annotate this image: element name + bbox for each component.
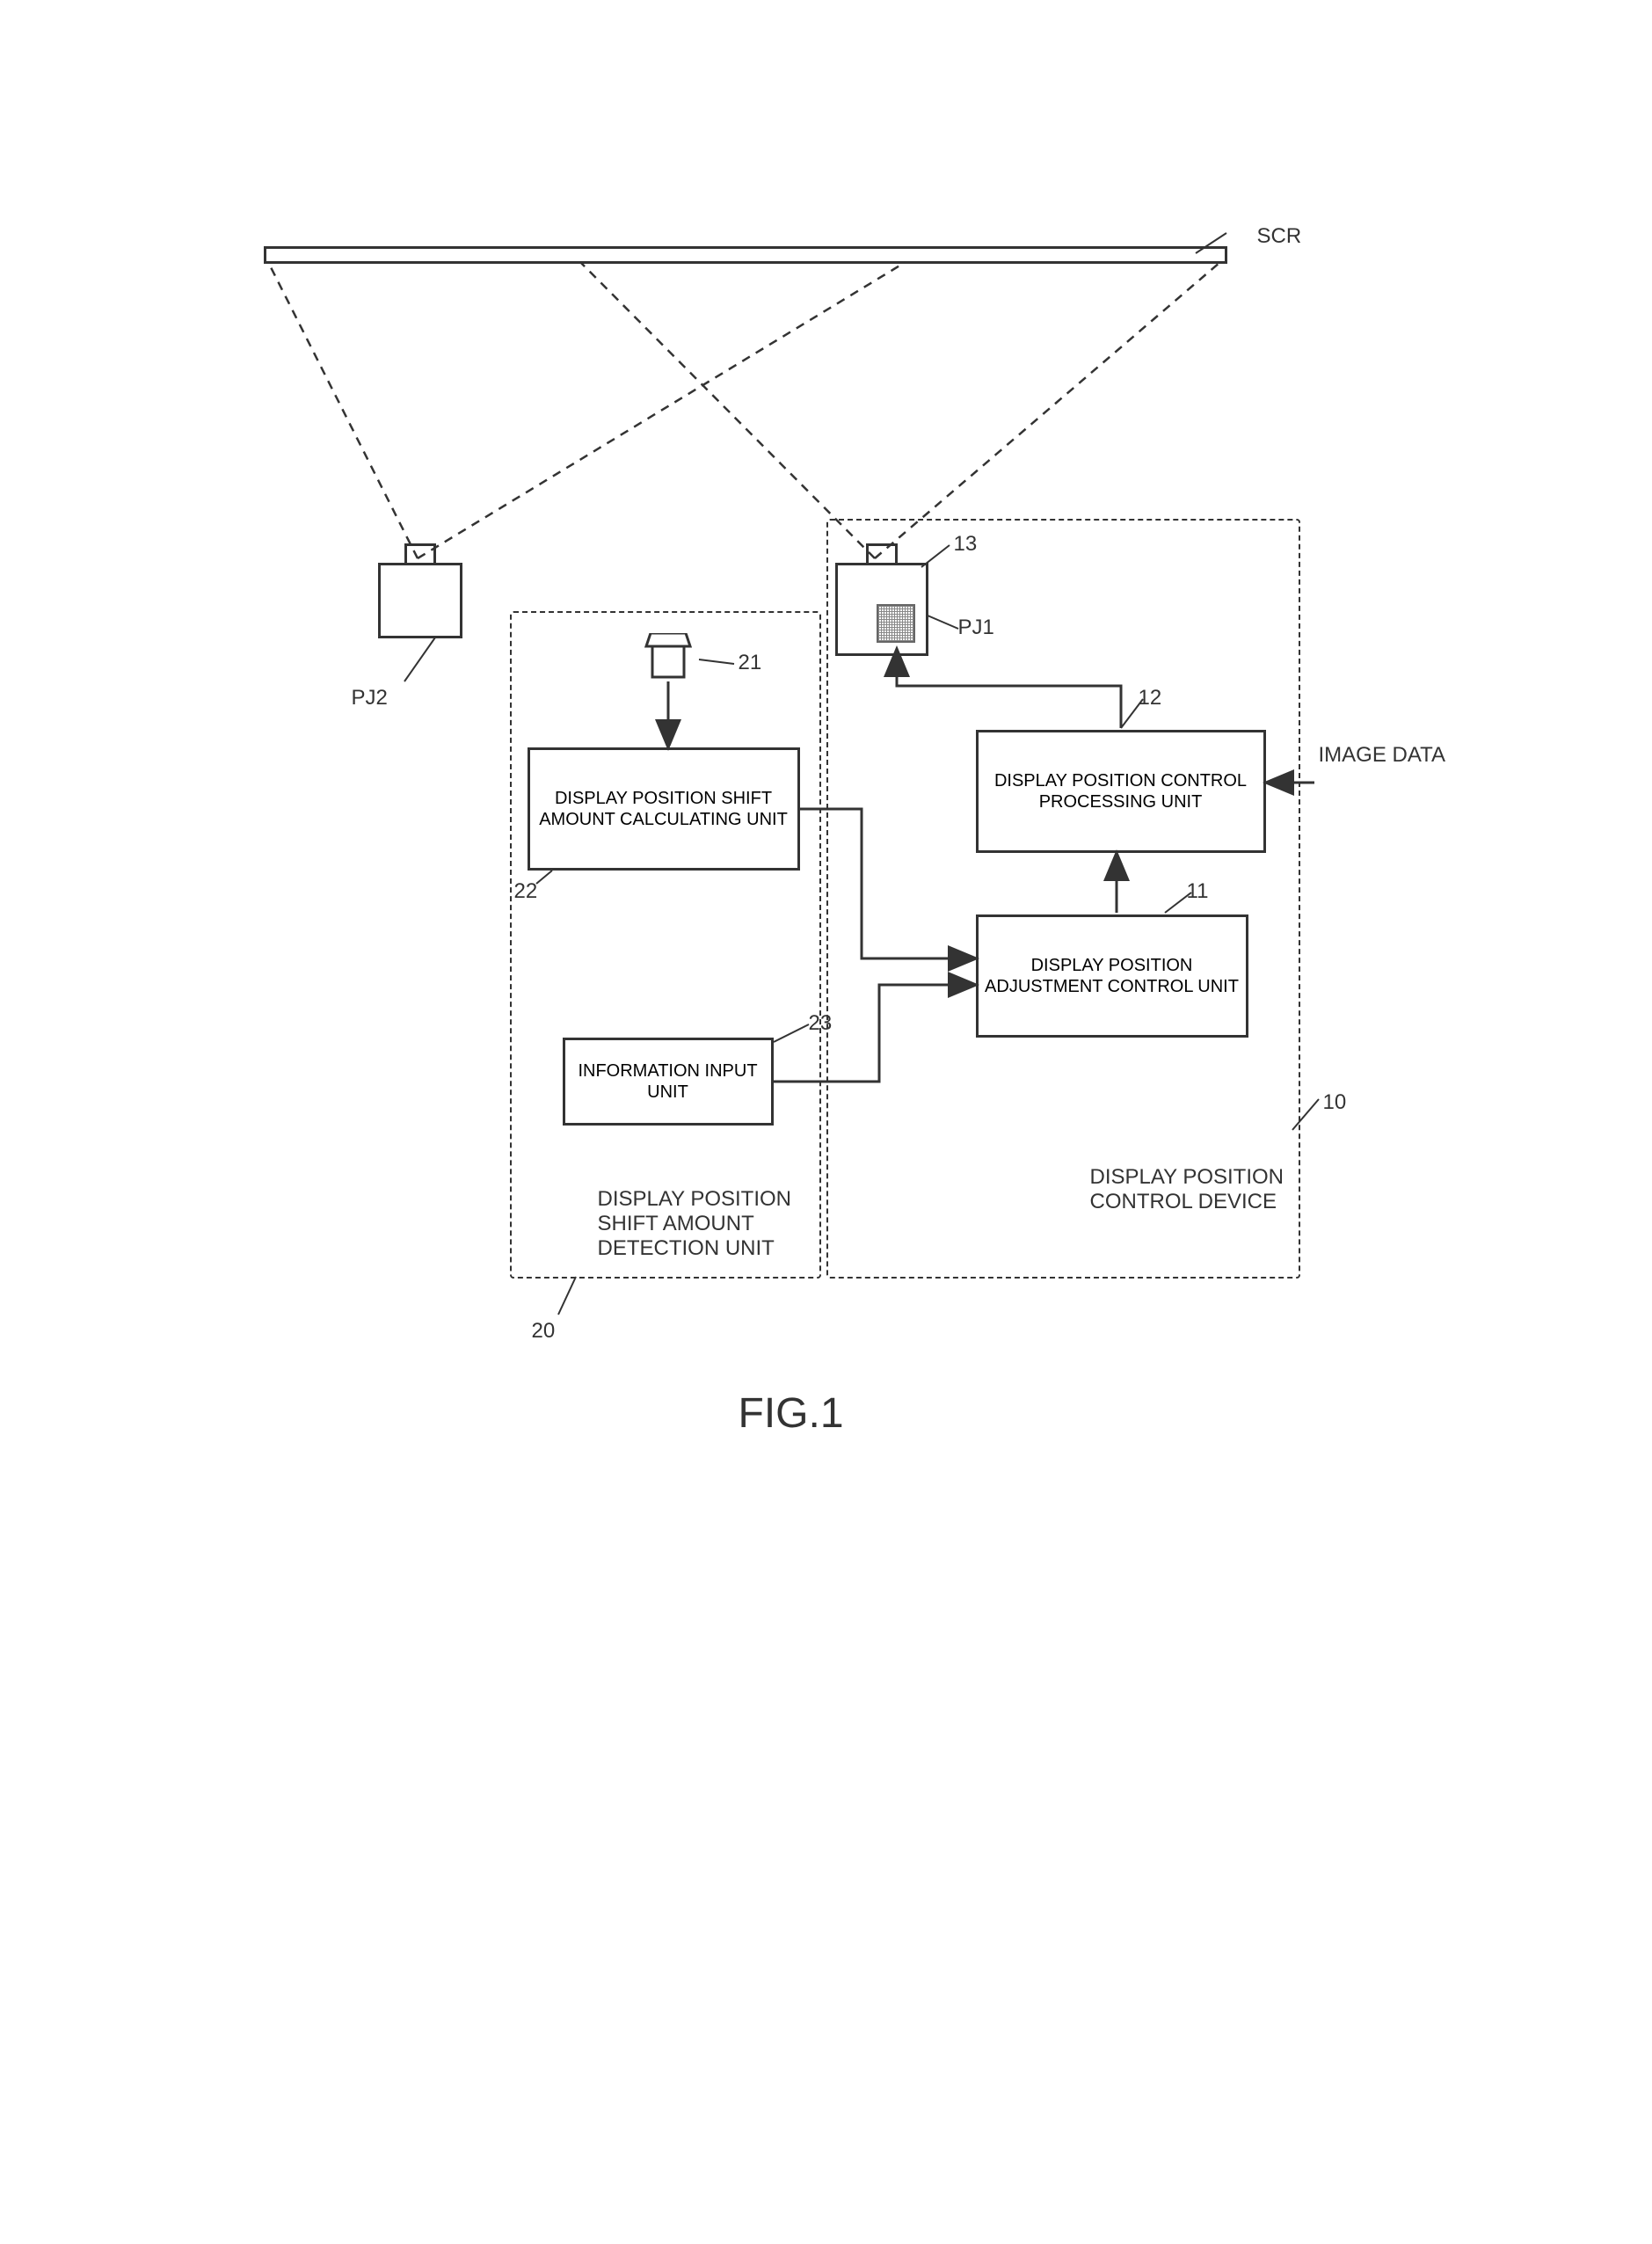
screen-scr bbox=[264, 246, 1227, 264]
block-11: DISPLAY POSITION ADJUSTMENT CONTROL UNIT bbox=[976, 914, 1248, 1038]
scr-label: SCR bbox=[1257, 224, 1302, 249]
block-22: DISPLAY POSITION SHIFT AMOUNT CALCULATIN… bbox=[528, 747, 800, 871]
projector-pj2 bbox=[378, 563, 462, 638]
image-data-label: IMAGE DATA bbox=[1319, 743, 1445, 768]
dpcd-label: DISPLAY POSITION CONTROL DEVICE bbox=[1090, 1165, 1284, 1214]
n20-label: 20 bbox=[532, 1319, 556, 1344]
diagram-canvas: SCR PJ2 PJ1 13 21 DISPLAY POSITION SHIFT… bbox=[211, 35, 1442, 1706]
block-23: INFORMATION INPUT UNIT bbox=[563, 1038, 774, 1126]
block-12: DISPLAY POSITION CONTROL PROCESSING UNIT bbox=[976, 730, 1266, 853]
pj2-label: PJ2 bbox=[352, 686, 388, 710]
n10-label: 10 bbox=[1323, 1090, 1347, 1115]
dpsadu-label: DISPLAY POSITION SHIFT AMOUNT DETECTION … bbox=[598, 1187, 792, 1261]
n22-label: 22 bbox=[514, 879, 538, 904]
n23-label: 23 bbox=[809, 1011, 833, 1036]
figure-label: FIG.1 bbox=[739, 1389, 844, 1438]
n11-label: 11 bbox=[1187, 879, 1209, 904]
n12-label: 12 bbox=[1139, 686, 1162, 710]
dashbox-20 bbox=[510, 611, 821, 1279]
